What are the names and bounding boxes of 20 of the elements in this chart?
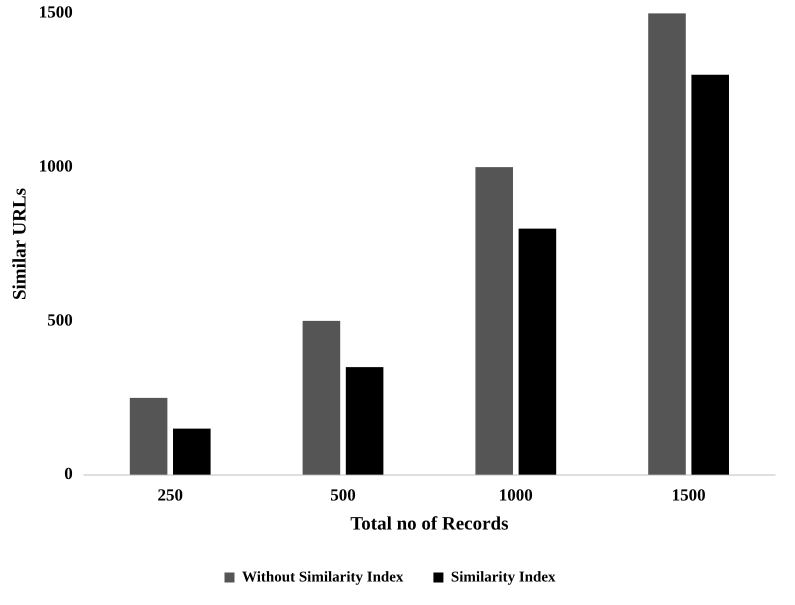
bar	[691, 74, 729, 475]
y-tick-label: 0	[64, 464, 73, 484]
bar	[130, 398, 168, 475]
bar	[302, 320, 340, 475]
y-tick-label: 1500	[38, 2, 73, 22]
legend-label: Without Similarity Index	[242, 569, 404, 586]
x-tick-label: 250	[157, 485, 183, 504]
bar	[648, 13, 686, 475]
bar	[518, 228, 556, 475]
y-axis-title: Similar URLs	[9, 188, 30, 300]
x-tick-label: 500	[330, 485, 356, 504]
bar	[346, 367, 384, 475]
bar	[475, 167, 513, 475]
y-tick-label: 500	[47, 310, 73, 330]
x-tick-label: 1500	[672, 485, 706, 504]
legend-label: Similarity Index	[450, 569, 556, 586]
bar	[173, 428, 211, 475]
y-tick-label: 1000	[38, 156, 73, 176]
x-axis-title: Total no of Records	[350, 514, 508, 535]
x-tick-label: 1000	[498, 485, 533, 504]
